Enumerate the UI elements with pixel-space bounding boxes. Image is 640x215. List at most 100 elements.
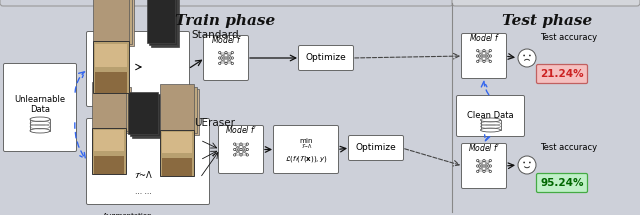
Bar: [92, 82, 126, 128]
Bar: [95, 44, 127, 67]
Text: ... ...: ... ...: [134, 187, 151, 197]
Bar: [95, 85, 129, 131]
Text: Optimize: Optimize: [306, 54, 346, 63]
Circle shape: [477, 165, 479, 167]
Bar: [162, 158, 192, 176]
Text: Test accuracy: Test accuracy: [540, 143, 597, 152]
Circle shape: [240, 154, 242, 156]
Circle shape: [240, 143, 242, 145]
Text: Augmentation
samples: Augmentation samples: [103, 213, 153, 215]
Text: Model $f'$: Model $f'$: [468, 142, 500, 153]
Circle shape: [246, 143, 248, 145]
Circle shape: [225, 62, 227, 64]
Circle shape: [218, 62, 221, 64]
Bar: [151, 0, 179, 47]
Circle shape: [489, 60, 492, 63]
Bar: [128, 92, 158, 134]
Circle shape: [234, 143, 236, 145]
Text: $\mathcal{L}(f\prime(\mathcal{T}(\mathbf{x})),y)$: $\mathcal{L}(f\prime(\mathcal{T}(\mathbf…: [285, 154, 328, 164]
Text: Standard: Standard: [191, 30, 239, 40]
Bar: [93, 0, 129, 41]
Circle shape: [477, 55, 479, 57]
Bar: [162, 132, 192, 153]
Circle shape: [477, 60, 479, 63]
Bar: [147, 0, 175, 43]
Circle shape: [524, 55, 525, 56]
Circle shape: [240, 148, 242, 151]
Text: Model $f'$: Model $f'$: [225, 124, 257, 135]
Bar: [163, 87, 197, 133]
FancyBboxPatch shape: [461, 34, 506, 78]
Circle shape: [483, 55, 485, 57]
Circle shape: [518, 156, 536, 174]
FancyBboxPatch shape: [86, 32, 189, 106]
Bar: [30, 119, 50, 131]
Circle shape: [225, 51, 227, 54]
Circle shape: [246, 148, 248, 151]
Circle shape: [477, 170, 479, 173]
Text: $\mathcal{T}$~$\Lambda$: $\mathcal{T}$~$\Lambda$: [134, 169, 152, 180]
FancyBboxPatch shape: [273, 126, 339, 174]
Text: UEraser: UEraser: [195, 118, 236, 128]
Text: 95.24%: 95.24%: [540, 178, 584, 188]
FancyBboxPatch shape: [536, 174, 588, 192]
Circle shape: [483, 49, 485, 52]
Bar: [94, 130, 124, 151]
Text: Model $f$: Model $f$: [468, 32, 499, 43]
FancyBboxPatch shape: [461, 143, 506, 189]
Circle shape: [225, 57, 227, 59]
Circle shape: [483, 60, 485, 63]
Circle shape: [524, 162, 525, 163]
Circle shape: [477, 160, 479, 162]
Circle shape: [231, 57, 234, 59]
FancyBboxPatch shape: [0, 0, 453, 6]
Circle shape: [483, 160, 485, 162]
Circle shape: [529, 55, 531, 56]
Circle shape: [489, 160, 492, 162]
FancyBboxPatch shape: [349, 135, 403, 161]
Circle shape: [518, 49, 536, 67]
Circle shape: [234, 154, 236, 156]
Text: Test accuracy: Test accuracy: [540, 32, 597, 41]
Bar: [160, 130, 194, 176]
Text: Unlearnable
Data: Unlearnable Data: [15, 95, 65, 114]
Ellipse shape: [481, 128, 500, 132]
Circle shape: [489, 165, 492, 167]
Text: Optimize: Optimize: [356, 143, 396, 152]
Bar: [92, 128, 126, 174]
Text: Train phase: Train phase: [175, 14, 275, 28]
FancyBboxPatch shape: [456, 95, 525, 137]
Bar: [95, 72, 127, 93]
Circle shape: [477, 49, 479, 52]
Circle shape: [234, 148, 236, 151]
Bar: [130, 94, 160, 136]
Text: 21.24%: 21.24%: [540, 69, 584, 79]
Circle shape: [529, 162, 531, 163]
FancyBboxPatch shape: [536, 64, 588, 83]
Circle shape: [483, 170, 485, 173]
Text: Model $f$: Model $f$: [211, 34, 241, 45]
FancyBboxPatch shape: [452, 0, 640, 6]
Bar: [132, 96, 162, 138]
Circle shape: [246, 154, 248, 156]
FancyBboxPatch shape: [298, 46, 353, 71]
Bar: [165, 89, 199, 135]
Bar: [94, 156, 124, 174]
Circle shape: [231, 62, 234, 64]
Text: $\min_{\mathcal{T}\sim\Lambda}$: $\min_{\mathcal{T}\sim\Lambda}$: [299, 137, 314, 151]
FancyBboxPatch shape: [204, 35, 248, 80]
Bar: [481, 120, 500, 130]
Circle shape: [218, 51, 221, 54]
FancyBboxPatch shape: [218, 126, 264, 174]
Circle shape: [231, 51, 234, 54]
Ellipse shape: [30, 117, 50, 121]
Text: Test phase: Test phase: [502, 14, 592, 28]
Ellipse shape: [481, 118, 500, 122]
FancyBboxPatch shape: [3, 63, 77, 152]
Bar: [97, 87, 131, 133]
Ellipse shape: [30, 129, 50, 133]
Circle shape: [489, 55, 492, 57]
Bar: [160, 84, 194, 130]
Circle shape: [218, 57, 221, 59]
FancyBboxPatch shape: [86, 118, 209, 204]
